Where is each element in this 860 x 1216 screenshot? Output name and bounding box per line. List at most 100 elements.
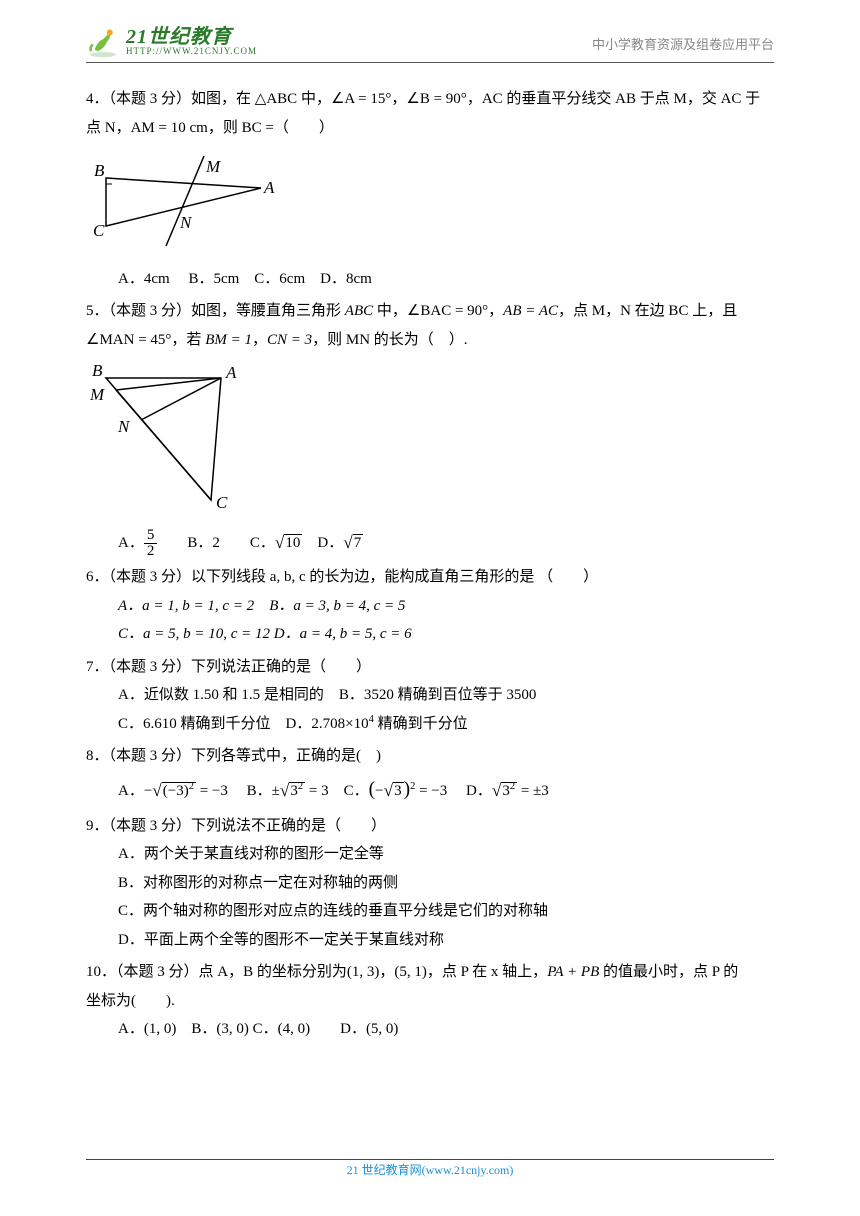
question-10: 10．（本题 3 分）点 A，B 的坐标分别为(1, 3)，(5, 1)，点 P… — [86, 958, 774, 1044]
question-5: 5．（本题 3 分）如图，等腰直角三角形 ABC 中，∠BAC = 90°，AB… — [86, 297, 774, 559]
question-7: 7．（本题 3 分）下列说法正确的是（ ） A．近似数 1.50 和 1.5 是… — [86, 653, 774, 739]
q6-c: C．a = 5, b = 10, c = 12 — [118, 626, 270, 642]
d4-label-a: A — [263, 178, 275, 197]
q10-papb: PA + PB — [547, 964, 599, 980]
q8-a-rad: (−3) — [163, 783, 189, 799]
q8-a-sup: 2 — [189, 781, 194, 792]
q8-a: A．−(−3)2 = −3 — [118, 783, 228, 799]
q8-c-rad: 3 — [393, 782, 404, 800]
q6-points: （本题 3 分） — [109, 569, 192, 585]
q5-opt-b: B．2 — [187, 535, 220, 551]
q9-a: A．两个关于某直线对称的图形一定全等 — [118, 840, 774, 869]
q10-od: D．(5, 0) — [340, 1021, 398, 1037]
q5-opt-a: A．52 — [118, 535, 157, 551]
q5-opt-d: D．7 — [317, 535, 363, 551]
q5-l2d: ，则 MN 的长为（ ）. — [312, 332, 467, 348]
q7-points: （本题 3 分） — [109, 659, 192, 675]
q5-d-pre: D． — [317, 535, 343, 551]
q4-num: 4． — [86, 91, 109, 107]
q5-l2c: ， — [252, 332, 267, 348]
q5-d: ，点 M，N 在边 BC 上，且 — [558, 303, 737, 319]
q8-d-rad: 3 — [502, 783, 510, 799]
q8-b-pre: B．± — [247, 783, 280, 799]
q4-l2b: ，则 — [208, 120, 242, 136]
q9-options: A．两个关于某直线对称的图形一定全等 B．对称图形的对称点一定在对称轴的两侧 C… — [86, 840, 774, 954]
q9-d: D．平面上两个全等的图形不一定关于某直线对称 — [118, 926, 774, 955]
q10-d: 的值最小时，点 P 的 — [599, 964, 738, 980]
q7-b: B．3520 精确到百位等于 3500 — [339, 687, 537, 703]
q4-am: AM = 10 cm — [131, 120, 208, 136]
d4-label-m: M — [205, 157, 221, 176]
page-header: 21世纪教育 HTTP://WWW.21CNJY.COM 中小学教育资源及组卷应… — [86, 24, 774, 63]
q5-abac: AB = AC — [503, 303, 558, 319]
q8-c-post: = −3 — [415, 783, 447, 799]
question-4: 4．（本题 3 分）如图，在 △ABC 中，∠A = 15°，∠B = 90°，… — [86, 85, 774, 293]
site-logo: 21世纪教育 HTTP://WWW.21CNJY.COM — [86, 24, 257, 58]
q7-body: 下列说法正确的是（ ） — [191, 659, 371, 675]
page-footer: 21 世纪教育网(www.21cnjy.com) — [0, 1159, 860, 1182]
q8-c: C．(−3)2 = −3 — [344, 783, 448, 799]
q10-oc: C．(4, 0) — [253, 1021, 311, 1037]
q5-points: （本题 3 分） — [109, 303, 192, 319]
d4-label-n: N — [179, 213, 193, 232]
header-subtitle: 中小学教育资源及组卷应用平台 — [592, 33, 774, 58]
q8-body: 下列各等式中，正确的是( ) — [191, 748, 381, 764]
q4-body-c: AC 的垂直平分线交 AB 于点 M，交 AC 于 — [482, 91, 760, 107]
q8-num: 8． — [86, 748, 109, 764]
d5-b: B — [92, 361, 103, 380]
q5-l2b: ，若 — [171, 332, 205, 348]
q8-a-pre: A．− — [118, 783, 152, 799]
q4-opt-b: B．5cm — [188, 271, 239, 287]
q6-options: A．a = 1, b = 1, c = 2 B．a = 3, b = 4, c … — [86, 592, 774, 649]
q10-options: A．(1, 0) B．(3, 0) C．(4, 0) D．(5, 0) — [86, 1015, 774, 1044]
q5-a: 如图，等腰直角三角形 — [191, 303, 345, 319]
q10-ob: B．(3, 0) — [191, 1021, 249, 1037]
q8-d: D．32 = ±3 — [466, 783, 549, 799]
q8-d-sup: 2 — [510, 781, 515, 792]
q8-b-rad: 3 — [290, 783, 298, 799]
q7-d-pre: D． — [286, 716, 312, 732]
q7-a: A．近似数 1.50 和 1.5 是相同的 — [118, 687, 324, 703]
q6-b: B．a = 3, b = 4, c = 5 — [269, 598, 405, 614]
runner-icon — [86, 24, 120, 58]
q4-options: A．4cm B．5cm C．6cm D．8cm — [86, 265, 774, 294]
q4-points: （本题 3 分） — [109, 91, 192, 107]
q4-body-b: 中， — [297, 91, 331, 107]
q5-bm: BM = 1 — [205, 332, 252, 348]
q4-diagram: B M A C N — [86, 148, 774, 259]
q4-opt-c: C．6cm — [254, 271, 305, 287]
question-6: 6．（本题 3 分）以下列线段 a, b, c 的长为边，能构成直角三角形的是 … — [86, 563, 774, 649]
q5-a-den: 2 — [144, 543, 158, 559]
q4-l2c: （ ） — [274, 120, 334, 136]
question-9: 9．（本题 3 分）下列说法不正确的是（ ） A．两个关于某直线对称的图形一定全… — [86, 812, 774, 955]
q5-num: 5． — [86, 303, 109, 319]
q8-c-pre: C． — [344, 783, 369, 799]
q5-a-num: 5 — [144, 528, 158, 543]
q4-sep1: ， — [391, 91, 406, 107]
q5-options: A．52 B．2 C．10 D．7 — [86, 527, 774, 560]
q4-opt-d: D．8cm — [320, 271, 372, 287]
d5-a: A — [225, 363, 237, 382]
q7-num: 7． — [86, 659, 109, 675]
q6-a: A．a = 1, b = 1, c = 2 — [118, 598, 254, 614]
q5-c: ， — [488, 303, 503, 319]
q6-d: D．a = 4, b = 5, c = 6 — [274, 626, 412, 642]
q5-man: ∠MAN = 45° — [86, 332, 171, 348]
q10-l2: 坐标为( ). — [86, 993, 175, 1009]
q4-tri: △ABC — [255, 91, 297, 107]
q4-angle-b: ∠B = 90° — [406, 91, 466, 107]
d4-label-c: C — [93, 221, 105, 240]
q5-abc: ABC — [345, 303, 373, 319]
q8-points: （本题 3 分） — [109, 748, 192, 764]
q5-a-pre: A． — [118, 535, 144, 551]
q5-opt-c: C．10 — [250, 535, 302, 551]
questions-content: 4．（本题 3 分）如图，在 △ABC 中，∠A = 15°，∠B = 90°，… — [86, 85, 774, 1044]
q10-oa: A．(1, 0) — [118, 1021, 176, 1037]
logo-text-en: HTTP://WWW.21CNJY.COM — [126, 47, 257, 56]
d4-label-b: B — [94, 161, 105, 180]
d5-m: M — [89, 385, 105, 404]
logo-text-cn: 21世纪教育 — [126, 27, 257, 47]
q10-b: ， — [379, 964, 394, 980]
q7-options: A．近似数 1.50 和 1.5 是相同的 B．3520 精确到百位等于 350… — [86, 681, 774, 738]
q7-c: C．6.610 精确到千分位 — [118, 716, 271, 732]
